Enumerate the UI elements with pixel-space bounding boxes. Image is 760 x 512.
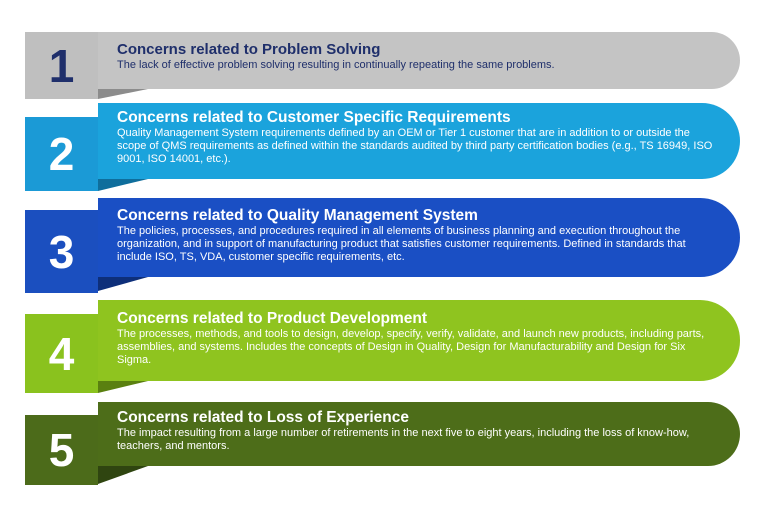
number-badge-1: 1 [25,32,98,99]
number-badge-4: 4 [25,314,98,393]
number-badge-3: 3 [25,210,98,293]
number-badge-5: 5 [25,415,98,485]
concern-title-1: Concerns related to Problem Solving [117,41,381,58]
fold-shadow-5 [98,466,148,484]
fold-shadow-3 [98,277,148,291]
concern-title-2: Concerns related to Customer Specific Re… [117,109,511,126]
concern-banner-1: Concerns related to Problem Solving The … [98,32,740,89]
concern-description-5: The impact resulting from a large number… [117,427,690,452]
concern-description-4: The processes, methods, and tools to des… [117,328,705,366]
fold-shadow-4 [98,381,148,393]
fold-shadow-1 [98,89,148,99]
number-badge-2: 2 [25,117,98,191]
concern-banner-4: Concerns related to Product Development … [98,300,740,381]
concern-title-5: Concerns related to Loss of Experience [117,409,410,426]
concern-banner-5: Concerns related to Loss of Experience T… [98,402,740,466]
concern-banner-3: Concerns related to Quality Management S… [98,198,740,277]
fold-shadow-2 [98,179,148,191]
concern-description-1: The lack of effective problem solving re… [117,59,555,71]
concern-banner-2: Concerns related to Customer Specific Re… [98,103,740,179]
concern-description-3: The policies, processes, and procedures … [117,225,686,263]
concern-title-4: Concerns related to Product Development [117,310,428,327]
concern-description-2: Quality Management System requirements d… [117,127,713,165]
concern-title-3: Concerns related to Quality Management S… [117,207,478,224]
